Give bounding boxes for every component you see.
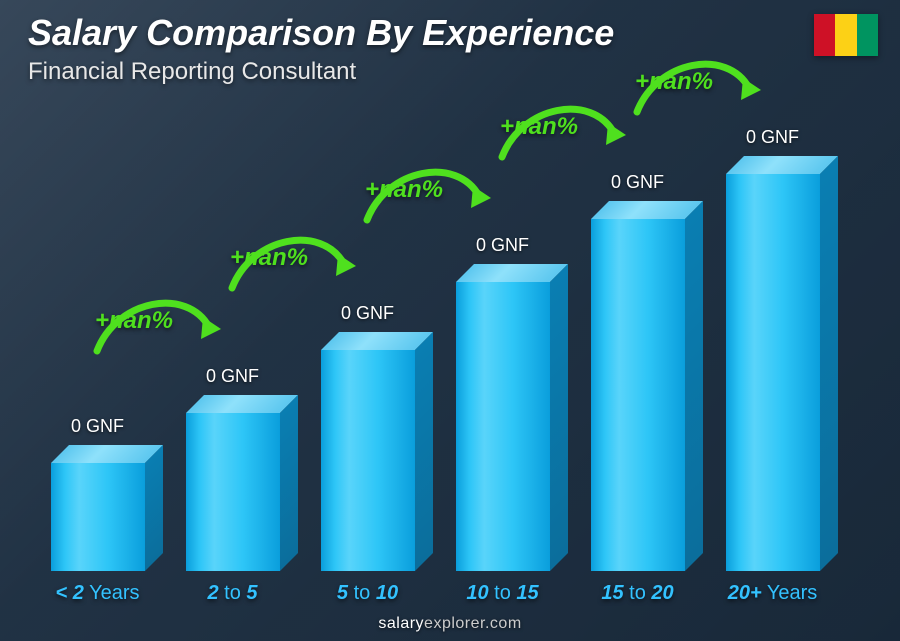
bar-3d <box>321 350 415 571</box>
x-axis-category: < 2 Years <box>30 582 165 605</box>
pct-increase-label: +nan% <box>365 176 443 204</box>
pct-increase-label: +nan% <box>500 113 578 141</box>
bar-value-label: 0 GNF <box>746 127 799 148</box>
pct-increase-label: +nan% <box>635 68 713 96</box>
footer-brand-2: explorer <box>424 615 485 632</box>
country-flag-icon <box>814 14 878 56</box>
pct-increase-label: +nan% <box>230 244 308 272</box>
footer-branding: salaryexplorer.com <box>0 615 900 633</box>
bar-3d <box>591 219 685 571</box>
x-axis-category: 10 to 15 <box>435 582 570 605</box>
bar-wrap: 0 GNF+nan% <box>705 120 840 571</box>
bar-top <box>726 156 838 174</box>
bars-container: 0 GNF0 GNF+nan%0 GNF+nan%0 GNF+nan%0 GNF… <box>30 120 840 571</box>
x-axis-category: 20+ Years <box>705 582 840 605</box>
bar-3d <box>51 463 145 571</box>
flag-stripe-green <box>857 14 878 56</box>
bar-value-label: 0 GNF <box>71 416 124 437</box>
bar-front <box>456 282 550 571</box>
bar-top <box>456 264 568 282</box>
pct-increase-label: +nan% <box>95 307 173 335</box>
bar-side <box>820 156 838 571</box>
bar-side <box>550 264 568 571</box>
bar-top <box>591 201 703 219</box>
bar-3d <box>186 413 280 571</box>
chart-title: Salary Comparison By Experience <box>28 12 614 54</box>
bar-value-label: 0 GNF <box>611 172 664 193</box>
bar-chart: 0 GNF0 GNF+nan%0 GNF+nan%0 GNF+nan%0 GNF… <box>30 120 840 571</box>
bar-front <box>51 463 145 571</box>
bar-front <box>321 350 415 571</box>
bar-wrap: 0 GNF+nan% <box>570 120 705 571</box>
footer-brand-1: salary <box>378 615 424 632</box>
bar-side <box>280 395 298 571</box>
bar-top <box>51 445 163 463</box>
bar-wrap: 0 GNF+nan% <box>435 120 570 571</box>
x-axis-category: 15 to 20 <box>570 582 705 605</box>
bar-value-label: 0 GNF <box>206 366 259 387</box>
bar-front <box>591 219 685 571</box>
chart-subtitle: Financial Reporting Consultant <box>28 58 356 86</box>
bar-value-label: 0 GNF <box>476 235 529 256</box>
bar-front <box>726 174 820 571</box>
bar-side <box>145 445 163 571</box>
bar-top <box>321 332 433 350</box>
x-axis-category: 5 to 10 <box>300 582 435 605</box>
bar-value-label: 0 GNF <box>341 303 394 324</box>
bar-front <box>186 413 280 571</box>
bar-3d <box>456 282 550 571</box>
x-axis-category: 2 to 5 <box>165 582 300 605</box>
bar-3d <box>726 174 820 571</box>
footer-suffix: .com <box>485 615 522 632</box>
chart-canvas: Salary Comparison By Experience Financia… <box>0 0 900 641</box>
bar-top <box>186 395 298 413</box>
bar-wrap: 0 GNF <box>30 120 165 571</box>
bar-side <box>415 332 433 571</box>
flag-stripe-yellow <box>835 14 856 56</box>
x-axis-labels: < 2 Years2 to 55 to 1010 to 1515 to 2020… <box>30 582 840 605</box>
bar-wrap: 0 GNF+nan% <box>165 120 300 571</box>
flag-stripe-red <box>814 14 835 56</box>
bar-side <box>685 201 703 571</box>
